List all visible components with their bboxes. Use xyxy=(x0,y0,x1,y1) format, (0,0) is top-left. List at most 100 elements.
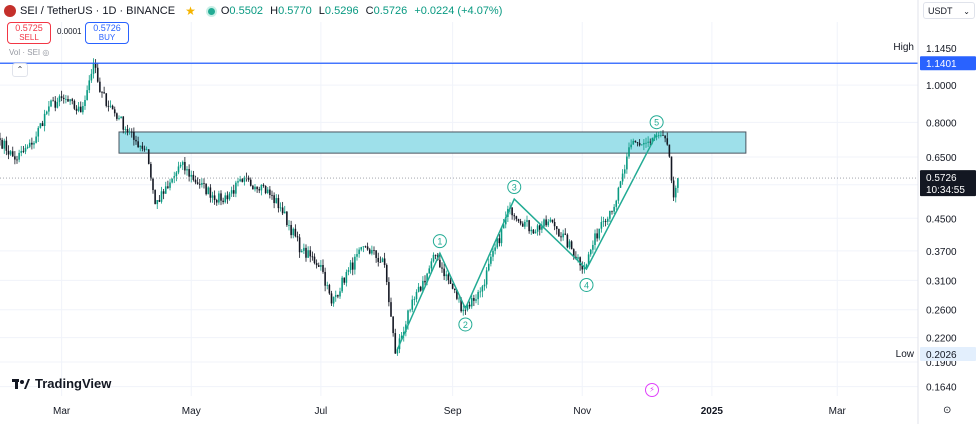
candle-body xyxy=(86,90,88,100)
wave-label: 3 xyxy=(512,183,517,193)
candle-body xyxy=(373,250,375,251)
candle-body xyxy=(96,67,99,82)
sell-button[interactable]: 0.5725 SELL xyxy=(7,22,51,44)
tradingview-logo[interactable]: TradingView xyxy=(12,376,111,391)
candle-body xyxy=(581,265,584,270)
candle-body xyxy=(62,97,65,100)
candle-body xyxy=(677,178,679,188)
candle-body xyxy=(445,274,448,277)
high-value: 0.5770 xyxy=(278,5,312,17)
candle-body xyxy=(643,143,645,145)
candle-body xyxy=(84,99,86,107)
price-tick-label: 0.8000 xyxy=(926,118,957,129)
candle-body xyxy=(415,291,418,300)
candle-body xyxy=(479,291,482,293)
candle-body xyxy=(203,182,205,184)
candle-body xyxy=(75,108,78,111)
candle-body xyxy=(164,186,167,194)
candle-body xyxy=(190,174,193,177)
candle-body xyxy=(7,150,10,155)
candle-body xyxy=(58,96,61,103)
candle-body xyxy=(492,250,494,257)
candle-body xyxy=(281,207,284,214)
candle-body xyxy=(490,256,492,264)
candle-body xyxy=(585,264,588,268)
candle-body xyxy=(177,166,180,173)
candle-body xyxy=(9,151,12,155)
candle-body xyxy=(126,129,129,133)
candle-body xyxy=(120,116,122,119)
eye-icon[interactable]: ◎ xyxy=(42,48,50,57)
candle-body xyxy=(657,135,660,137)
candle-body xyxy=(192,174,195,180)
candle-body xyxy=(239,179,241,182)
candle-body xyxy=(232,190,235,194)
candle-body xyxy=(211,195,214,198)
chart-header: SEI / TetherUS · 1D · BINANCE ★ O0.5502 … xyxy=(0,0,502,22)
candle-body xyxy=(130,131,133,133)
candle-body xyxy=(462,309,465,312)
candle-body xyxy=(222,200,224,203)
symbol-title[interactable]: SEI / TetherUS · 1D · BINANCE xyxy=(20,5,176,17)
candle-body xyxy=(409,309,411,311)
star-icon[interactable]: ★ xyxy=(185,4,196,18)
candle-body xyxy=(101,91,103,93)
candle-body xyxy=(532,229,535,234)
candle-body xyxy=(405,324,407,333)
candle-body xyxy=(215,200,218,203)
candle-body xyxy=(275,198,278,204)
candle-body xyxy=(424,280,426,283)
wave-label: 4 xyxy=(584,280,589,290)
candle-body xyxy=(672,180,675,198)
candle-body xyxy=(368,249,371,254)
candle-body xyxy=(358,249,360,255)
candle-body xyxy=(383,258,386,266)
candle-body xyxy=(303,247,305,251)
candle-body xyxy=(371,250,373,254)
candle-body xyxy=(483,284,486,287)
candle-body xyxy=(647,141,649,143)
tradingview-mark-icon xyxy=(12,378,30,390)
candle-body xyxy=(674,187,677,198)
resistance-zone-rect xyxy=(118,131,747,154)
candle-body xyxy=(296,236,299,238)
candle-body xyxy=(60,96,63,98)
candle-body xyxy=(294,228,297,237)
wave-label: 1 xyxy=(437,237,442,247)
candle-body xyxy=(26,146,29,149)
candle-body xyxy=(541,226,543,230)
candle-body xyxy=(592,244,594,250)
currency-select[interactable]: USDT ⌄ xyxy=(923,2,975,19)
candle-body xyxy=(645,142,647,144)
candle-body xyxy=(307,250,309,258)
candle-body xyxy=(332,296,335,304)
settings-gear-icon[interactable]: ⊙ xyxy=(943,405,952,416)
candle-body xyxy=(496,238,499,248)
collapse-chevron-icon[interactable]: ⌃ xyxy=(12,63,28,77)
candle-body xyxy=(209,187,212,198)
volume-legend[interactable]: Vol · SEI ◎ xyxy=(9,48,50,57)
candle-body xyxy=(351,262,354,270)
candle-body xyxy=(201,182,203,185)
candle-body xyxy=(326,284,329,286)
candle-body xyxy=(670,156,673,181)
candle-body xyxy=(198,183,201,185)
candle-body xyxy=(322,265,324,272)
candle-body xyxy=(413,299,416,300)
candle-body xyxy=(65,98,67,100)
candle-body xyxy=(14,156,16,160)
candle-body xyxy=(226,195,229,200)
lightning-icon[interactable]: ⚡ xyxy=(645,383,659,397)
candle-body xyxy=(428,268,431,274)
buy-button[interactable]: 0.5726 BUY xyxy=(85,22,129,44)
open-value: 0.5502 xyxy=(229,5,264,17)
candle-body xyxy=(33,142,35,145)
sei-logo-icon xyxy=(4,5,16,17)
candle-body xyxy=(139,145,142,148)
candle-body xyxy=(279,207,282,209)
candle-body xyxy=(82,106,84,113)
candle-body xyxy=(564,233,567,235)
low-label: Low xyxy=(896,349,915,360)
candle-body xyxy=(470,298,473,307)
